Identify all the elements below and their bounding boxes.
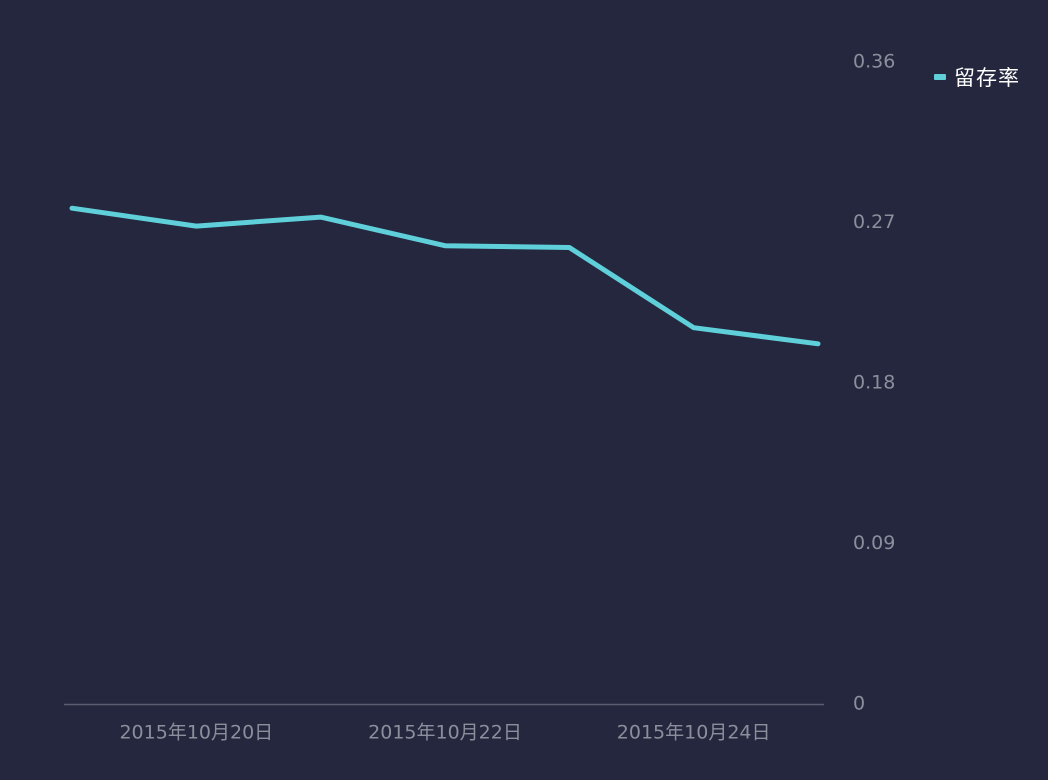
data-point[interactable] [66,202,78,214]
y-tick-label: 0.09 [853,532,895,554]
x-tick-label: 2015年10月20日 [119,722,273,744]
y-tick-label: 0.36 [853,51,895,73]
data-point[interactable] [439,240,451,252]
series-line[interactable] [69,205,821,347]
legend[interactable]: 留存率 [934,62,1020,92]
y-tick-label: 0.27 [853,211,895,233]
legend-label: 留存率 [954,66,1020,90]
x-tick-label: 2015年10月22日 [368,722,522,744]
legend-swatch [934,74,946,80]
y-tick-label: 0.18 [853,372,895,394]
data-point[interactable] [315,211,327,223]
data-point[interactable] [563,241,575,253]
data-point[interactable] [812,338,824,350]
y-tick-label: 0 [853,693,865,715]
data-point[interactable] [190,220,202,232]
data-point[interactable] [688,322,700,334]
x-tick-label: 2015年10月24日 [617,722,771,744]
